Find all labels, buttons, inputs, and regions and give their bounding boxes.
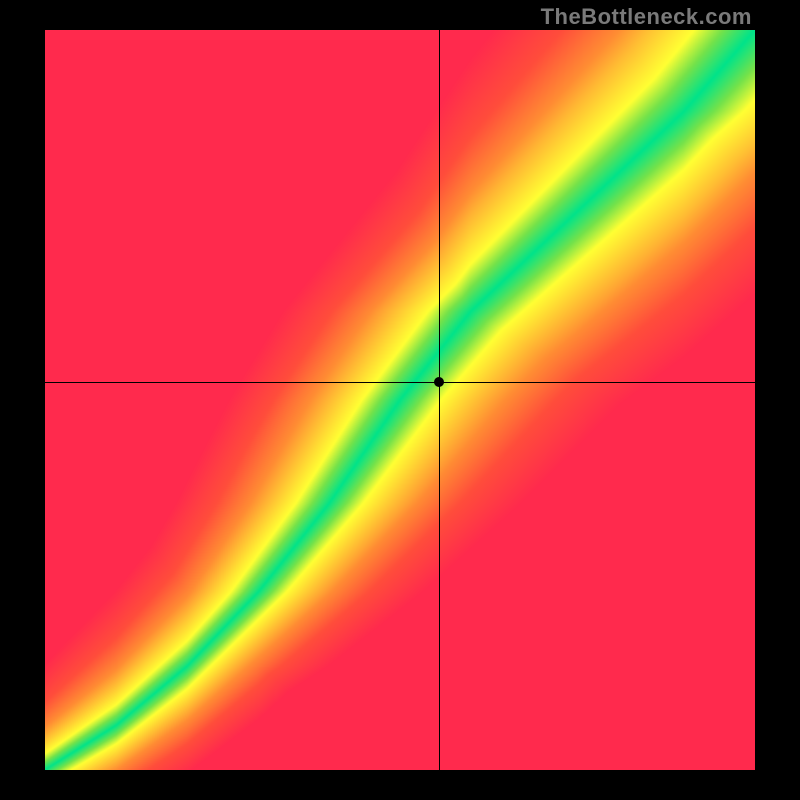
heatmap-plot bbox=[45, 30, 755, 770]
heatmap-canvas bbox=[45, 30, 755, 770]
watermark-text: TheBottleneck.com bbox=[541, 4, 752, 30]
crosshair-vertical bbox=[439, 30, 440, 770]
marker-dot bbox=[434, 377, 444, 387]
crosshair-horizontal bbox=[45, 382, 755, 383]
